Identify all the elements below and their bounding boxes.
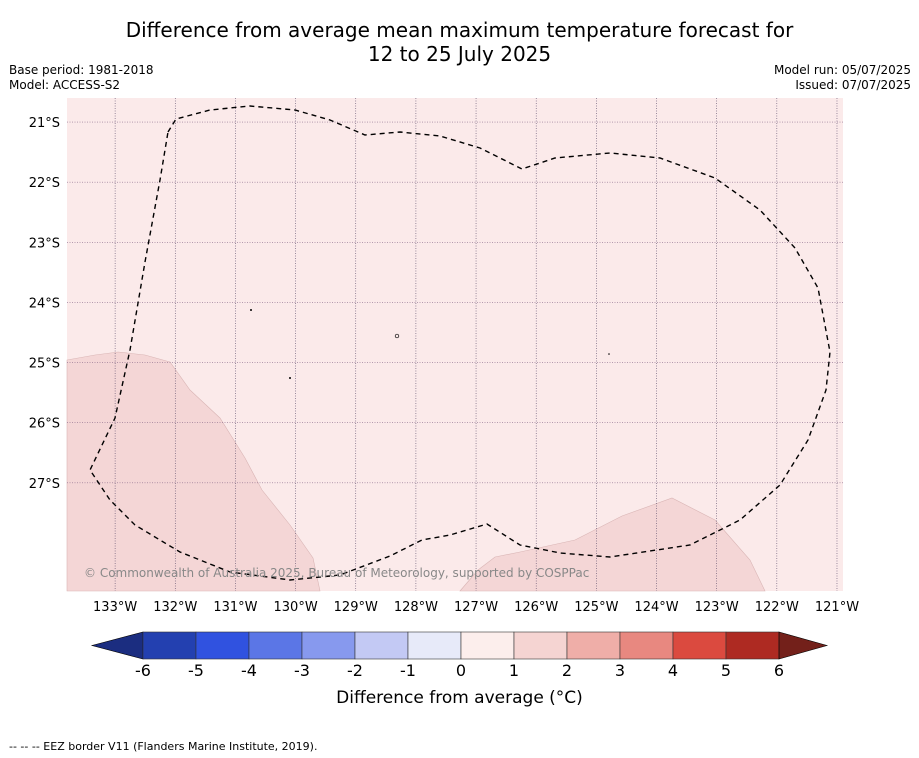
colorbar-tick: -1 <box>400 661 416 680</box>
issued-date: Issued: 07/07/2025 <box>795 78 911 92</box>
colorbar-swatch <box>513 631 568 660</box>
colorbar-swatch <box>195 631 250 660</box>
lon-label: 124°W <box>634 600 678 615</box>
colorbar-swatch <box>407 631 462 660</box>
colorbar-tick: -3 <box>294 661 310 680</box>
lon-label: 131°W <box>213 600 257 615</box>
colorbar-under-arrow <box>90 631 144 660</box>
lon-label: 123°W <box>695 600 739 615</box>
graticule <box>67 98 843 591</box>
title-line-2: 12 to 25 July 2025 <box>367 42 552 66</box>
map-title: Difference from average mean maximum tem… <box>0 18 919 66</box>
warm-anomaly-region-south <box>459 497 766 592</box>
lon-label: 127°W <box>454 600 498 615</box>
model-name: Model: ACCESS-S2 <box>9 78 121 92</box>
colorbar-over-arrow <box>778 631 829 660</box>
colorbar-tick: -6 <box>135 661 151 680</box>
eez-footnote: -- -- -- EEZ border V11 (Flanders Marine… <box>9 740 318 753</box>
warm-anomaly-region-west <box>66 351 321 592</box>
colorbar-tick: -4 <box>241 661 257 680</box>
colorbar-tick: 6 <box>774 661 784 680</box>
copyright-text: © Commonwealth of Australia 2025, Bureau… <box>84 566 589 580</box>
lon-label: 130°W <box>274 600 318 615</box>
eez-border <box>89 105 831 581</box>
island-mark <box>608 353 610 355</box>
colorbar-tick: 5 <box>721 661 731 680</box>
island-mark <box>250 309 252 311</box>
colorbar-swatch <box>301 631 356 660</box>
colorbar-swatch <box>142 631 197 660</box>
lat-label: 27°S <box>29 477 60 492</box>
lat-label: 26°S <box>29 417 60 432</box>
colorbar-tick: 1 <box>509 661 519 680</box>
info-right: Model run: 05/07/2025 Issued: 07/07/2025 <box>774 63 911 93</box>
colorbar-swatch <box>672 631 727 660</box>
lon-label: 129°W <box>334 600 378 615</box>
lon-label: 126°W <box>514 600 558 615</box>
colorbar-swatch <box>248 631 303 660</box>
title-line-1: Difference from average mean maximum tem… <box>125 18 794 42</box>
lat-label: 25°S <box>29 357 60 372</box>
colorbar-swatch <box>460 631 515 660</box>
colorbar-tick: 3 <box>615 661 625 680</box>
colorbar-tick: 2 <box>562 661 572 680</box>
lat-label: 22°S <box>29 176 60 191</box>
colorbar: -6 -5 -4 -3 -2 -1 0 1 2 3 4 5 6 <box>90 631 829 680</box>
base-period: Base period: 1981-2018 <box>9 63 154 77</box>
colorbar-tick: 0 <box>456 661 466 680</box>
info-left: Base period: 1981-2018 Model: ACCESS-S2 <box>9 63 154 93</box>
colorbar-swatch <box>725 631 780 660</box>
colorbar-swatch <box>619 631 674 660</box>
lon-label: 121°W <box>815 600 859 615</box>
lon-label: 132°W <box>153 600 197 615</box>
island-mark <box>394 333 400 339</box>
colorbar-tick: 4 <box>668 661 678 680</box>
lat-label: 24°S <box>29 296 60 311</box>
colorbar-swatch <box>566 631 621 660</box>
longitude-labels: 133°W 132°W 131°W 130°W 129°W 128°W 127°W 126°W… <box>93 600 859 615</box>
colorbar-tick: -2 <box>347 661 363 680</box>
colorbar-label: Difference from average (°C) <box>336 688 583 708</box>
lon-label: 128°W <box>394 600 438 615</box>
lon-label: 122°W <box>755 600 799 615</box>
colorbar-swatch <box>354 631 409 660</box>
latitude-labels: 21°S 22°S 23°S 24°S 25°S 26°S 27°S <box>29 116 60 492</box>
lon-label: 125°W <box>574 600 618 615</box>
model-run: Model run: 05/07/2025 <box>773 63 911 77</box>
colorbar-tick: -5 <box>188 661 204 680</box>
lat-label: 23°S <box>29 236 60 251</box>
island-mark <box>289 377 291 379</box>
lon-label: 133°W <box>93 600 137 615</box>
lat-label: 21°S <box>29 116 60 131</box>
